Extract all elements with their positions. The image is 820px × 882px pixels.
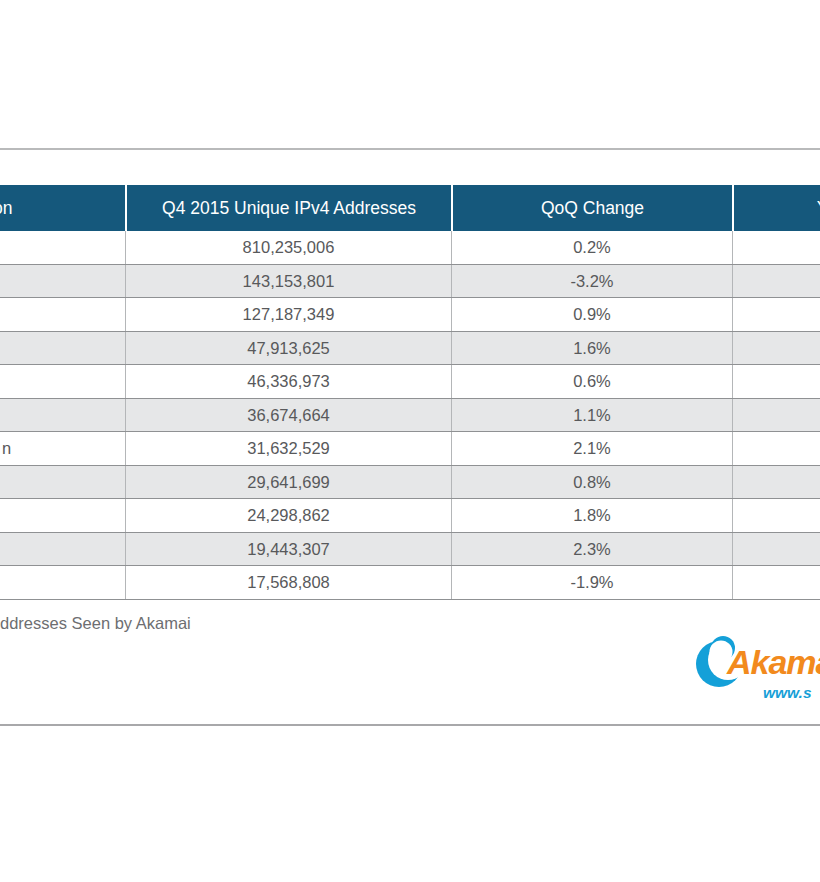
bottom-divider-rule: [0, 724, 820, 726]
yoy-change-cell: [732, 365, 820, 398]
yoy-change-cell: [732, 566, 820, 599]
yoy-change-cell: [732, 231, 820, 264]
qoq-change-cell: 0.6%: [451, 365, 732, 398]
header-cell-country-region: on: [0, 185, 125, 231]
country-cell: [0, 332, 125, 365]
country-cell: [0, 566, 125, 599]
yoy-change-cell: [732, 499, 820, 532]
qoq-change-cell: 1.8%: [451, 499, 732, 532]
ipv4-count-cell: 17,568,808: [125, 566, 451, 599]
table-row: 46,336,973 0.6%: [0, 365, 820, 399]
yoy-change-cell: [732, 466, 820, 499]
country-cell: [0, 499, 125, 532]
country-cell: [0, 365, 125, 398]
yoy-change-cell: [732, 399, 820, 432]
ipv4-count-cell: 24,298,862: [125, 499, 451, 532]
yoy-change-cell: [732, 265, 820, 298]
table-row: 143,153,801 -3.2%: [0, 265, 820, 299]
yoy-change-cell: [732, 533, 820, 566]
ipv4-count-cell: 127,187,349: [125, 298, 451, 331]
country-cell: [0, 533, 125, 566]
table-row: 19,443,307 2.3%: [0, 533, 820, 567]
yoy-change-cell: [732, 332, 820, 365]
qoq-change-cell: 2.1%: [451, 432, 732, 465]
header-cell-yoy-change: YoY Change: [732, 185, 820, 231]
table-header-row: on Q4 2015 Unique IPv4 Addresses QoQ Cha…: [0, 185, 820, 231]
country-cell: [0, 231, 125, 264]
ipv4-count-cell: 31,632,529: [125, 432, 451, 465]
header-cell-qoq-change: QoQ Change: [451, 185, 732, 231]
report-page: on Q4 2015 Unique IPv4 Addresses QoQ Cha…: [0, 0, 820, 882]
stateoftheinternet-url: www.s: [763, 684, 812, 702]
table-row: 24,298,862 1.8%: [0, 499, 820, 533]
country-cell: [0, 399, 125, 432]
qoq-change-cell: 1.6%: [451, 332, 732, 365]
qoq-change-cell: -1.9%: [451, 566, 732, 599]
ipv4-count-cell: 46,336,973: [125, 365, 451, 398]
table-row: 47,913,625 1.6%: [0, 332, 820, 366]
table-row: 36,674,664 1.1%: [0, 399, 820, 433]
qoq-change-cell: 0.8%: [451, 466, 732, 499]
table-row: 810,235,006 0.2%: [0, 231, 820, 265]
akamai-logo-text: Akamai: [727, 643, 820, 682]
qoq-change-cell: 0.2%: [451, 231, 732, 264]
table-row: 17,568,808 -1.9%: [0, 566, 820, 600]
yoy-change-cell: [732, 432, 820, 465]
figure-caption: ddresses Seen by Akamai: [0, 612, 191, 634]
qoq-change-cell: 2.3%: [451, 533, 732, 566]
table-row: n 31,632,529 2.1%: [0, 432, 820, 466]
ipv4-count-cell: 29,641,699: [125, 466, 451, 499]
ipv4-count-cell: 36,674,664: [125, 399, 451, 432]
table-row: 127,187,349 0.9%: [0, 298, 820, 332]
qoq-change-cell: 0.9%: [451, 298, 732, 331]
qoq-change-cell: 1.1%: [451, 399, 732, 432]
ipv4-addresses-table: on Q4 2015 Unique IPv4 Addresses QoQ Cha…: [0, 185, 820, 600]
ipv4-count-cell: 47,913,625: [125, 332, 451, 365]
country-cell: [0, 298, 125, 331]
country-cell: [0, 265, 125, 298]
yoy-change-cell: [732, 298, 820, 331]
top-divider-rule: [0, 148, 820, 150]
country-cell: n: [0, 432, 125, 465]
country-cell: [0, 466, 125, 499]
ipv4-count-cell: 19,443,307: [125, 533, 451, 566]
qoq-change-cell: -3.2%: [451, 265, 732, 298]
header-cell-ipv4-addresses: Q4 2015 Unique IPv4 Addresses: [125, 185, 451, 231]
ipv4-count-cell: 143,153,801: [125, 265, 451, 298]
table-row: 29,641,699 0.8%: [0, 466, 820, 500]
header-country-label-fragment: on: [0, 185, 12, 231]
ipv4-count-cell: 810,235,006: [125, 231, 451, 264]
